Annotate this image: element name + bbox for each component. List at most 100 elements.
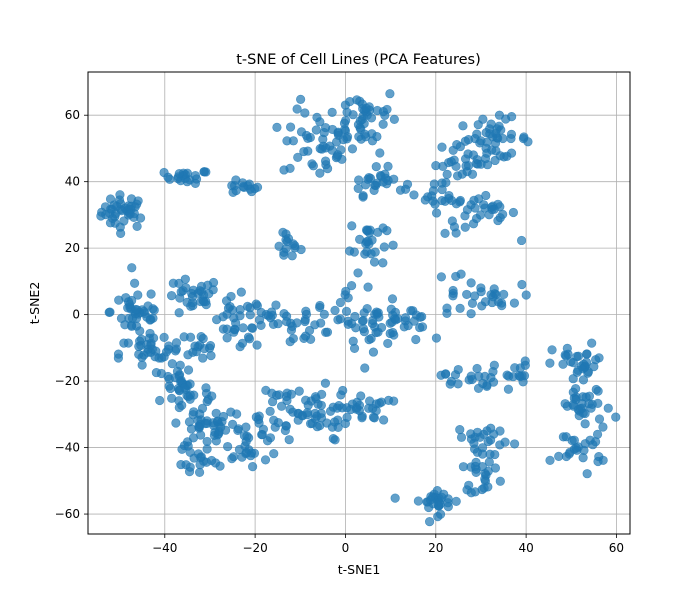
data-point: [150, 352, 160, 362]
data-point: [210, 427, 220, 437]
data-point: [194, 467, 205, 477]
data-point: [222, 333, 232, 343]
data-point: [236, 287, 246, 297]
data-point: [130, 278, 140, 288]
data-point: [146, 314, 156, 324]
data-point: [294, 386, 304, 396]
y-tick-label: 0: [72, 308, 80, 322]
data-point: [199, 296, 209, 307]
data-point: [333, 422, 343, 432]
data-point: [431, 208, 442, 218]
data-point: [587, 399, 597, 409]
data-point: [376, 171, 386, 182]
data-point: [568, 374, 578, 384]
data-point: [424, 517, 435, 527]
data-point: [383, 338, 393, 349]
data-point: [360, 129, 370, 139]
data-point: [457, 169, 467, 179]
data-point: [461, 161, 471, 171]
data-point: [202, 444, 212, 454]
data-point: [448, 145, 458, 155]
data-point: [500, 437, 510, 447]
data-point: [562, 343, 572, 353]
data-point: [379, 415, 389, 425]
data-point: [441, 369, 451, 379]
data-point: [582, 349, 592, 359]
data-point: [503, 384, 514, 394]
data-point: [363, 236, 373, 246]
data-point: [489, 284, 499, 294]
x-axis-label: t-SNE1: [338, 562, 381, 577]
y-tick-label: −40: [55, 441, 80, 455]
data-point: [197, 403, 208, 413]
data-point: [113, 353, 124, 363]
data-point: [135, 326, 145, 336]
data-point: [460, 222, 470, 232]
data-point: [274, 241, 284, 251]
data-point: [139, 350, 149, 360]
data-point: [279, 250, 289, 260]
data-point: [440, 228, 450, 238]
data-point: [477, 484, 487, 495]
data-point: [262, 436, 273, 446]
data-point: [238, 181, 249, 192]
data-point: [119, 338, 129, 348]
data-point: [477, 449, 488, 459]
data-point: [428, 196, 438, 206]
data-point: [547, 345, 557, 355]
data-point: [476, 287, 486, 297]
data-point: [455, 197, 465, 207]
data-point: [123, 297, 134, 307]
data-point: [378, 258, 388, 268]
data-point: [587, 338, 597, 348]
data-point: [237, 452, 247, 462]
data-point: [437, 142, 447, 152]
data-point: [611, 412, 621, 422]
data-point: [411, 334, 421, 345]
data-point: [415, 312, 425, 322]
data-point: [276, 401, 287, 411]
data-point: [508, 207, 519, 218]
data-point: [218, 312, 228, 322]
data-point: [472, 427, 483, 437]
data-point: [188, 410, 198, 420]
data-point: [577, 403, 587, 413]
data-point: [545, 358, 555, 368]
data-point: [592, 429, 603, 439]
data-point: [409, 190, 419, 200]
data-point: [131, 304, 141, 315]
data-point: [180, 274, 190, 284]
data-point: [455, 424, 465, 435]
data-point: [598, 455, 608, 465]
data-point: [284, 435, 294, 445]
data-point: [389, 114, 399, 124]
data-point: [470, 444, 480, 454]
data-point: [260, 455, 271, 465]
data-point: [565, 447, 575, 457]
data-point: [134, 341, 144, 352]
data-point: [359, 327, 369, 337]
data-point: [478, 378, 488, 389]
data-point: [269, 449, 279, 459]
data-point: [578, 375, 589, 385]
data-point: [104, 307, 114, 317]
data-point: [155, 395, 165, 406]
data-point: [366, 333, 376, 344]
data-point: [247, 186, 257, 197]
data-point: [244, 334, 255, 344]
data-point: [362, 247, 372, 257]
data-point: [283, 233, 294, 244]
data-point: [497, 301, 507, 311]
data-point: [370, 247, 380, 257]
data-point: [333, 150, 343, 160]
data-point: [135, 213, 146, 223]
data-point: [510, 363, 520, 373]
data-point: [498, 209, 508, 219]
data-point: [456, 269, 466, 279]
data-point: [233, 425, 243, 436]
data-point: [359, 308, 369, 318]
data-point: [424, 502, 434, 513]
data-point: [206, 351, 216, 361]
data-point: [249, 448, 260, 458]
